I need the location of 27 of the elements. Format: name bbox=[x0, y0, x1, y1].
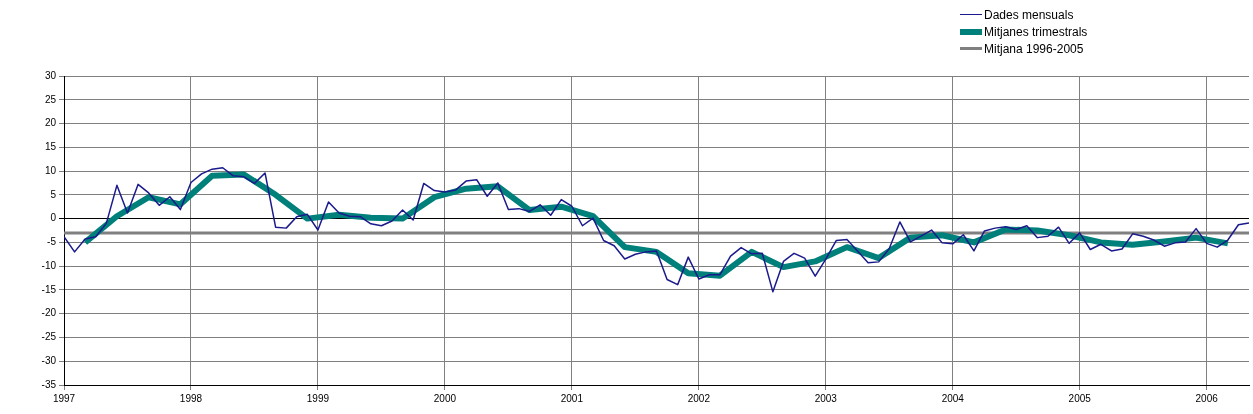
x-tick-label: 2002 bbox=[687, 392, 711, 404]
x-tick-label: 2005 bbox=[1068, 392, 1092, 404]
y-tick-label: -10 bbox=[41, 259, 57, 271]
y-tick-label: 20 bbox=[44, 117, 57, 129]
y-tick-label: -35 bbox=[41, 378, 57, 390]
y-tick-label: 5 bbox=[50, 188, 57, 200]
y-tick-label: 0 bbox=[50, 212, 57, 224]
x-tick-label: 2004 bbox=[941, 392, 965, 404]
x-tick-label: 2006 bbox=[1195, 392, 1219, 404]
legend-label: Mitjanes trimestrals bbox=[984, 24, 1088, 39]
x-tick-label: 1997 bbox=[52, 392, 76, 404]
y-tick-label: -15 bbox=[41, 283, 57, 295]
x-tick-label: 2000 bbox=[433, 392, 457, 404]
y-tick-label: 25 bbox=[44, 93, 57, 105]
y-tick-label: 10 bbox=[44, 164, 57, 176]
y-tick-label: -30 bbox=[41, 354, 57, 366]
y-tick-label: -5 bbox=[47, 236, 57, 248]
x-tick-label: 1998 bbox=[179, 392, 203, 404]
legend-label: Mitjana 1996-2005 bbox=[984, 41, 1084, 56]
x-tick-label: 2003 bbox=[814, 392, 838, 404]
y-tick-label: -25 bbox=[41, 331, 57, 343]
legend-label: Dades mensuals bbox=[984, 7, 1074, 22]
y-tick-label: 15 bbox=[44, 141, 57, 153]
y-tick-label: -20 bbox=[41, 307, 57, 319]
x-tick-label: 1999 bbox=[306, 392, 330, 404]
y-tick-label: 30 bbox=[44, 69, 57, 81]
x-tick-label: 2001 bbox=[560, 392, 584, 404]
